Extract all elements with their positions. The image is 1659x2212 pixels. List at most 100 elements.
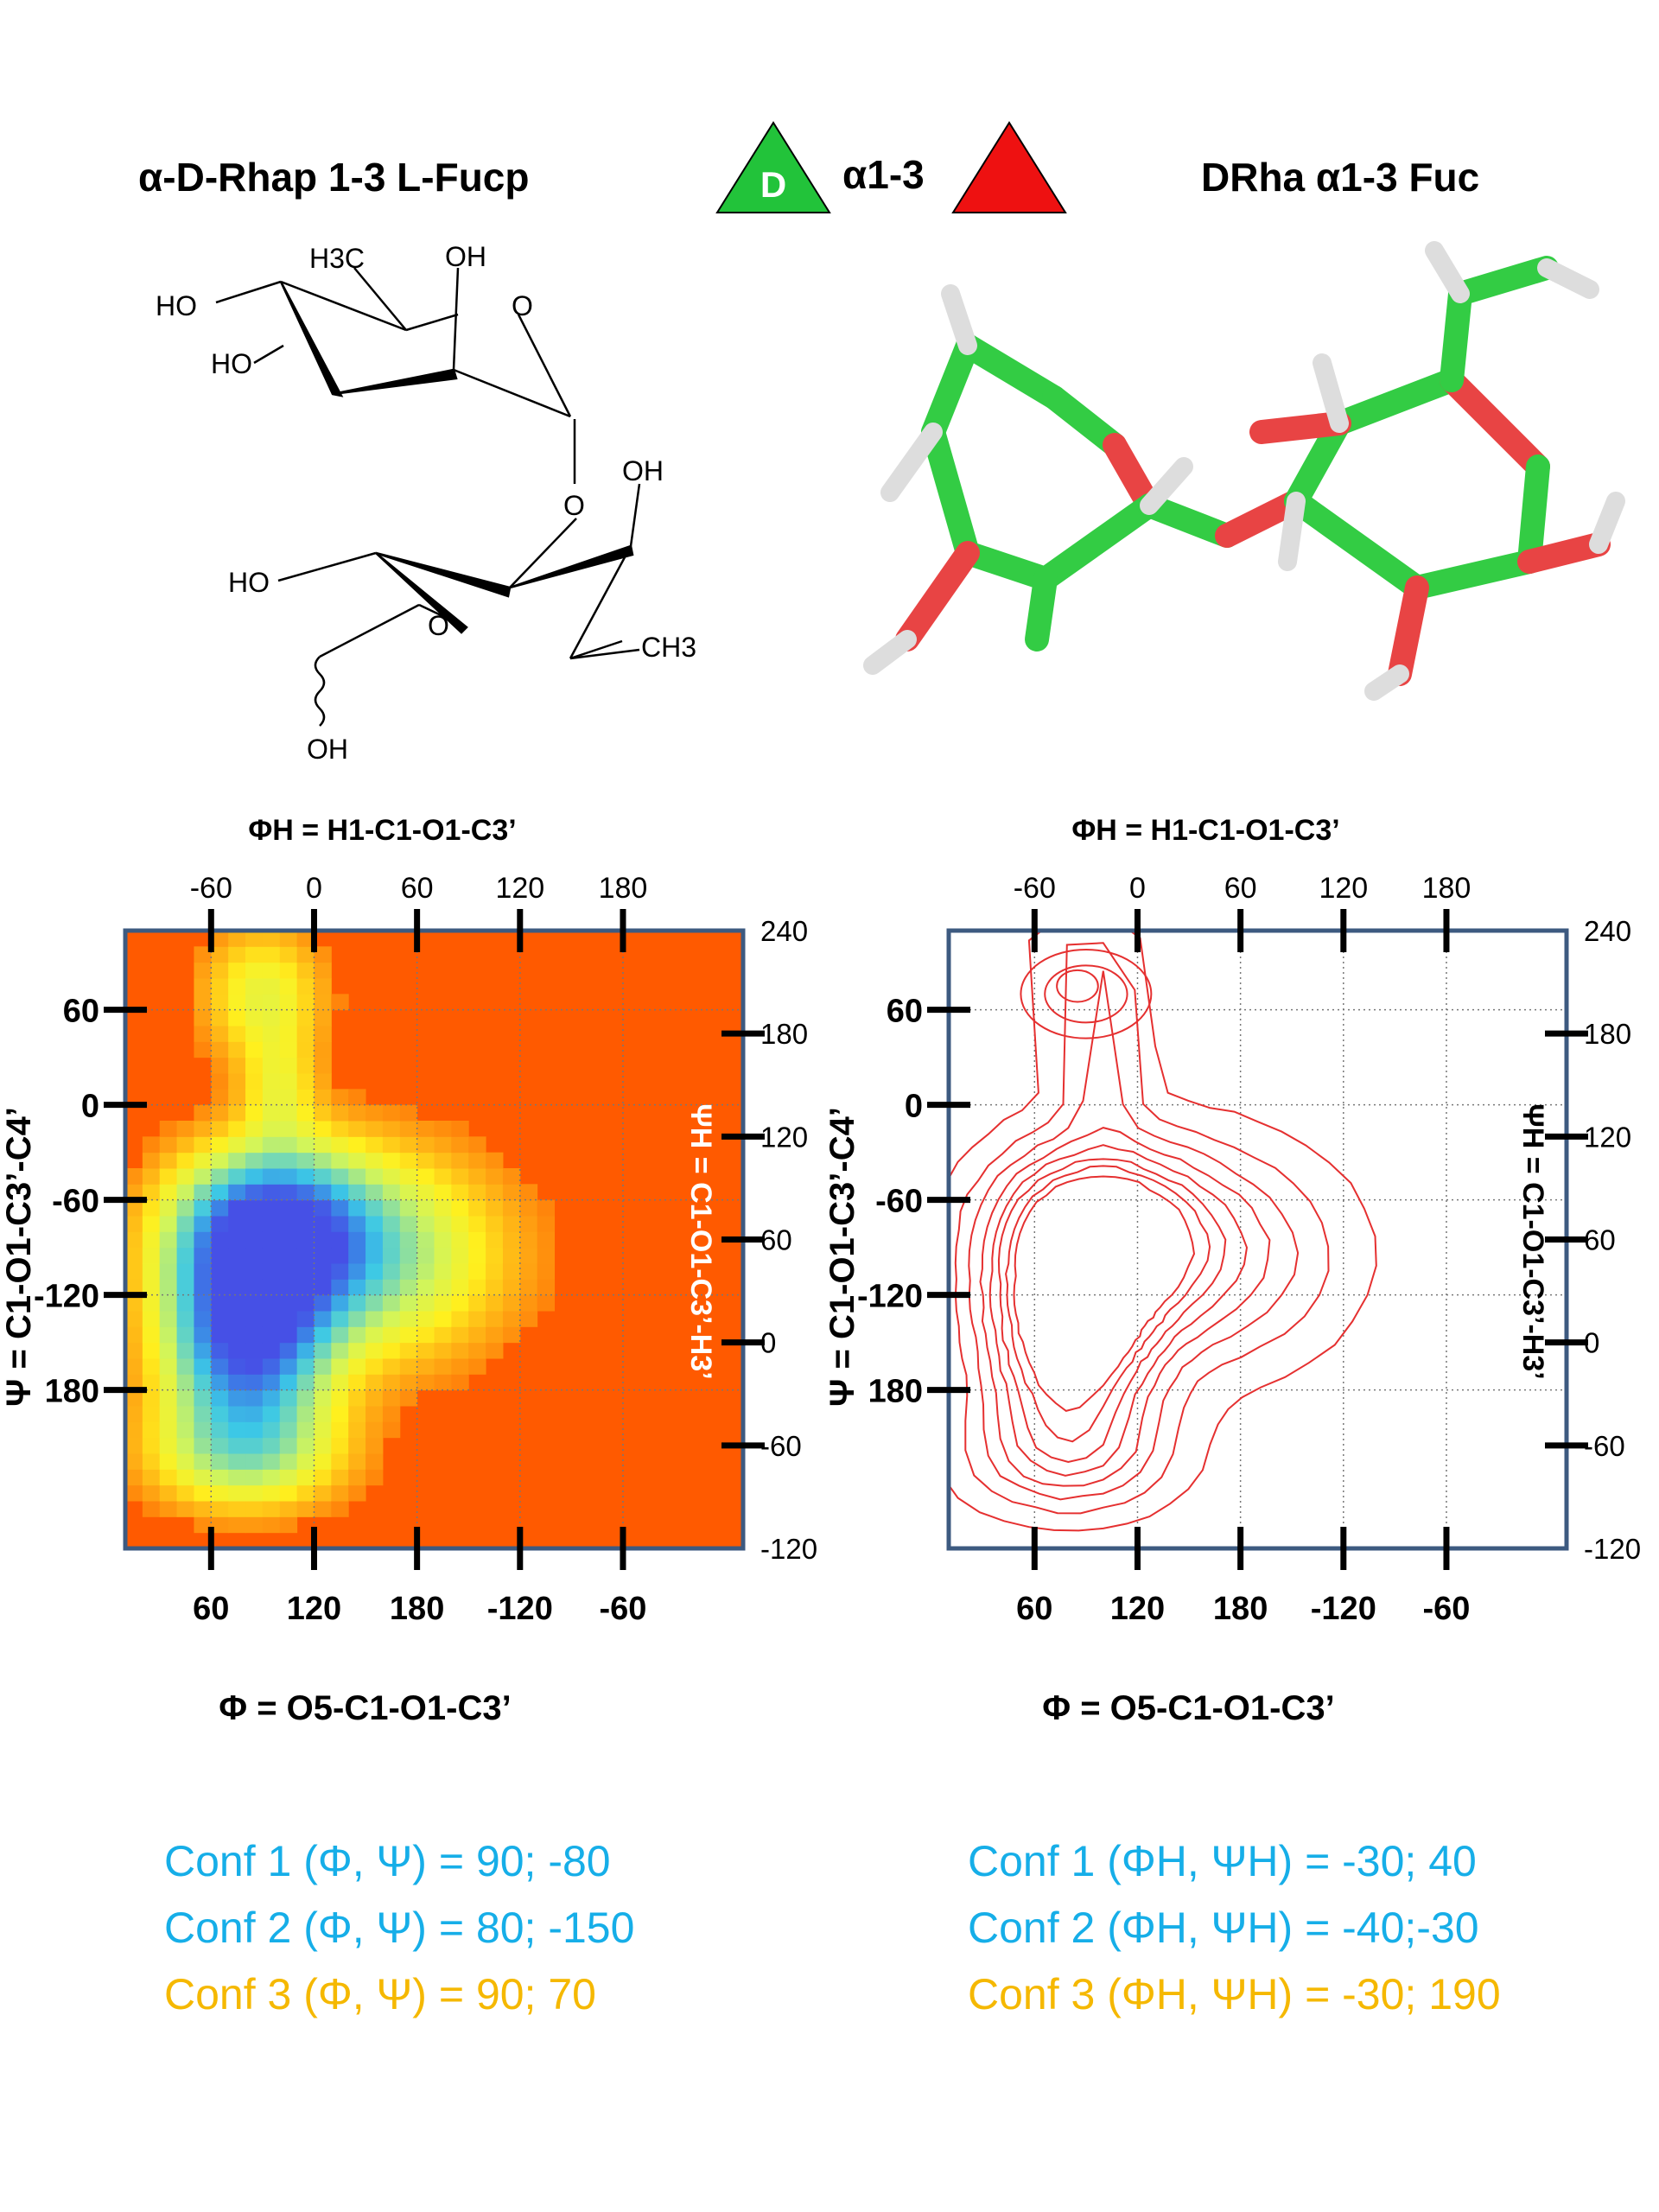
heatmap-cell — [314, 1184, 332, 1201]
heatmap-cell — [331, 1421, 349, 1439]
heatmap-cell — [176, 1184, 194, 1201]
heatmap-cell — [228, 1073, 246, 1090]
heatmap-cell — [194, 1263, 212, 1280]
right-tick-label: 180 — [760, 1018, 808, 1050]
heatmap-cell — [365, 1421, 384, 1439]
heatmap-cell — [176, 1136, 194, 1154]
heatmap-cell — [211, 1026, 229, 1042]
heatmap-cell — [331, 1184, 349, 1201]
heatmap-cell — [194, 1326, 212, 1344]
heatmap-cell — [125, 1294, 143, 1312]
heatmap-cell — [245, 1263, 264, 1280]
heatmap-cell — [416, 1374, 435, 1391]
heatmap-cell — [537, 1247, 556, 1264]
heatmap-cell — [211, 946, 229, 963]
heatmap-cell — [228, 1406, 246, 1422]
heatmap-cell — [416, 1121, 435, 1137]
heatmap-cell — [125, 1326, 143, 1344]
heatmap-cell — [211, 994, 229, 1011]
label-oh-1: OH — [445, 241, 486, 272]
heatmap-cell — [262, 1216, 281, 1232]
heatmap-cell — [399, 1358, 418, 1375]
heatmap-cell — [486, 1184, 504, 1201]
heatmap-cell — [296, 1469, 315, 1486]
heatmap-cell — [211, 1184, 229, 1201]
bottom-axis-title: Φ = O5-C1-O1-C3’ — [1042, 1689, 1334, 1727]
bottom-tick-label: -120 — [1311, 1591, 1376, 1627]
left-tick-label: 180 — [868, 1374, 923, 1410]
heatmap-cell — [468, 1326, 486, 1344]
heatmap-cell — [434, 1168, 452, 1185]
heatmap-cell — [262, 1263, 281, 1280]
heatmap-cell — [228, 1136, 246, 1154]
label-ho-2: HO — [211, 348, 252, 379]
heatmap-cell — [365, 1104, 384, 1122]
heatmap-cell — [142, 1342, 161, 1359]
heatmap-cell — [314, 946, 332, 963]
heatmap-cell — [159, 1389, 178, 1407]
heatmap-cell — [486, 1199, 504, 1217]
heatmap-cell — [416, 1311, 435, 1327]
heatmap-cell — [296, 1389, 315, 1407]
heatmap-cell — [228, 931, 246, 947]
heatmap-cell — [296, 1247, 315, 1264]
heatmap-cell — [348, 1326, 366, 1344]
heatmap-cell — [245, 1104, 264, 1122]
heatmap-cell — [228, 1263, 246, 1280]
heatmap-cell — [159, 1469, 178, 1486]
linkage-label: α1-3 — [842, 152, 925, 197]
heatmap-cell — [211, 1484, 229, 1502]
heatmap-cell — [314, 1231, 332, 1249]
contour-line — [997, 1158, 1227, 1464]
heatmap-cell — [399, 1231, 418, 1249]
heatmap-cell — [245, 1389, 264, 1407]
heatmap-cell — [486, 1216, 504, 1232]
heatmap-cell — [228, 1501, 246, 1517]
heatmap-cell — [279, 1247, 298, 1264]
heatmap-cell — [176, 1152, 194, 1169]
heatmap-cell — [228, 1216, 246, 1232]
heatmap-cell — [211, 1247, 229, 1264]
heatmap-cell — [159, 1421, 178, 1439]
heatmap-cell — [194, 1009, 212, 1027]
heatmap-cell — [194, 1516, 212, 1534]
heatmap-cell — [211, 978, 229, 995]
heatmap-cell — [348, 1342, 366, 1359]
heatmap-cell — [434, 1342, 452, 1359]
heatmap-cell — [434, 1136, 452, 1154]
right-axis-title: ΨH = C1-O1-C3’-H3’ — [1516, 1103, 1549, 1379]
heatmap-cell — [348, 1437, 366, 1454]
heatmap-cell — [331, 1389, 349, 1407]
heatmap-cell — [486, 1247, 504, 1264]
heatmap-cell — [211, 1279, 229, 1296]
heatmap-cell — [296, 1501, 315, 1517]
heatmap-cell — [228, 1168, 246, 1185]
heatmap-cell — [125, 1263, 143, 1280]
heatmap-cell — [434, 1216, 452, 1232]
heatmap-cell — [296, 1437, 315, 1454]
heatmap-cell — [314, 1199, 332, 1217]
heatmap-cell — [416, 1247, 435, 1264]
chemical-structure: HO H3C OH O HO O OH HO O CH3 OH — [156, 241, 696, 765]
heatmap-cell — [331, 1453, 349, 1470]
heatmap-cell — [245, 1406, 264, 1422]
heatmap-cell — [159, 1263, 178, 1280]
heatmap-cell — [519, 1199, 538, 1217]
heatmap-cell — [262, 1501, 281, 1517]
heatmap-cell — [331, 1406, 349, 1422]
heatmap-cell — [245, 1184, 264, 1201]
heatmap-cell — [142, 1184, 161, 1201]
heatmap-cell — [331, 1247, 349, 1264]
heatmap-cell — [348, 1121, 366, 1137]
heatmap-cell — [228, 1279, 246, 1296]
heatmap-cell — [382, 1216, 401, 1232]
heatmap-cell — [331, 1294, 349, 1312]
heatmap-cell — [194, 962, 212, 979]
heatmap-cell — [382, 1326, 401, 1344]
heatmap-cell — [314, 1469, 332, 1486]
heatmap-cell — [314, 1073, 332, 1090]
heatmap-cell — [228, 1484, 246, 1502]
heatmap-cell — [331, 1437, 349, 1454]
heatmap-cell — [502, 1311, 521, 1327]
heatmap-cell — [296, 994, 315, 1011]
